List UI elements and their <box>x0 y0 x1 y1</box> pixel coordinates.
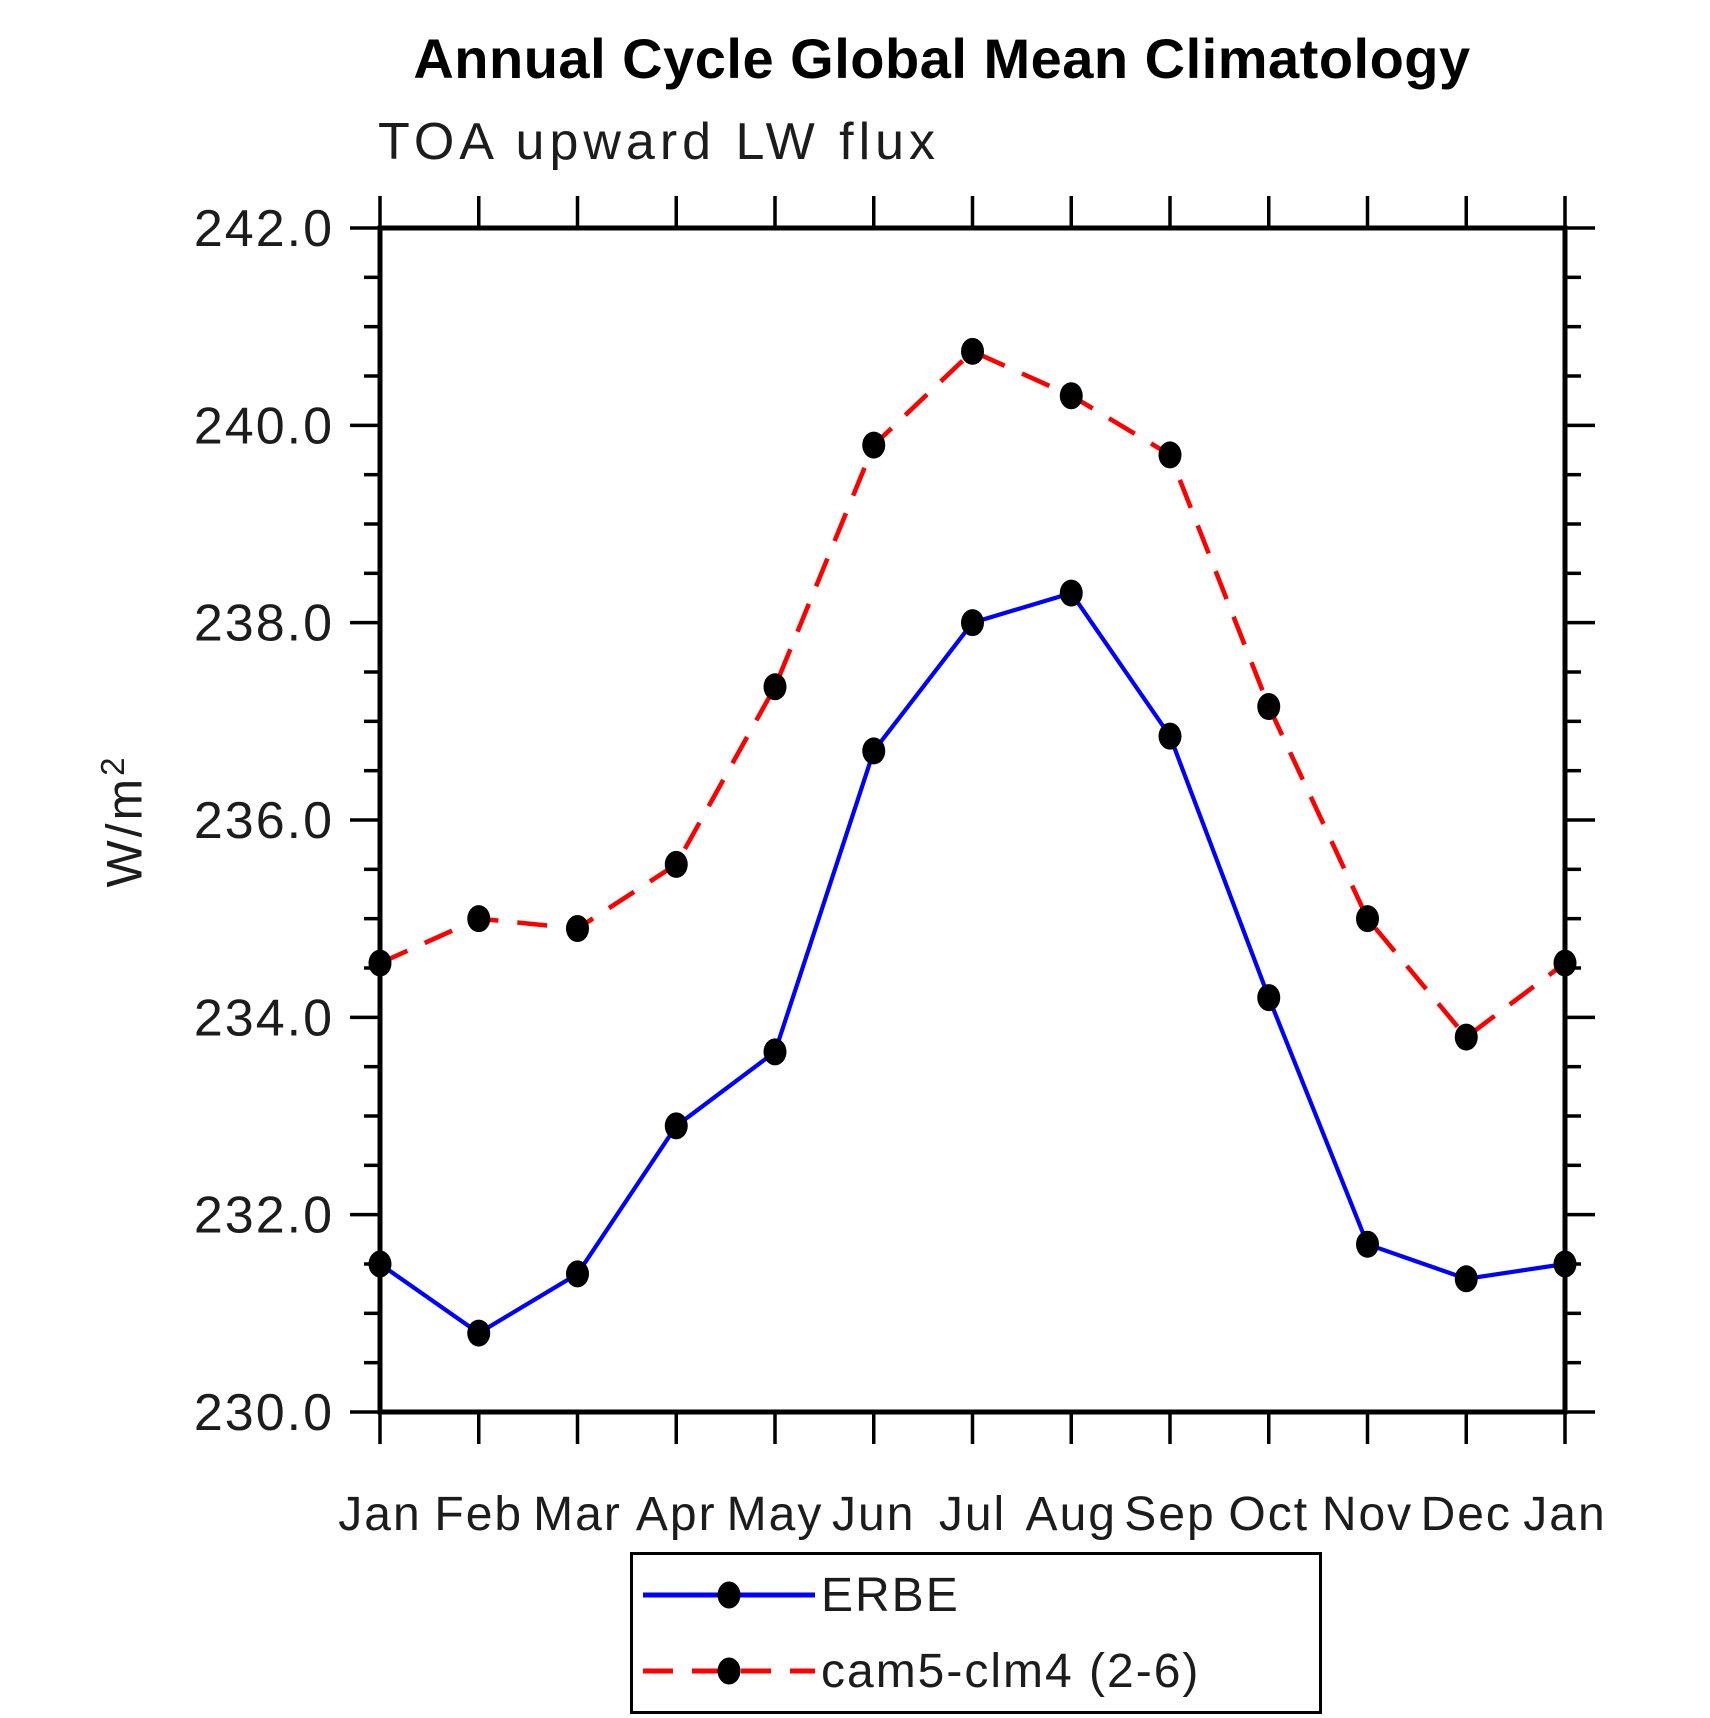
y-tick-label: 230.0 <box>194 1384 334 1442</box>
series-ERBE <box>368 579 1577 1347</box>
data-marker <box>763 1038 787 1066</box>
data-marker <box>1257 984 1281 1012</box>
legend-sample-marker <box>717 1581 741 1609</box>
data-marker <box>763 673 787 701</box>
x-tick-label: Mar <box>533 1488 622 1541</box>
erbe-line-sample <box>643 1581 815 1609</box>
data-marker <box>368 949 392 977</box>
legend-label-erbe: ERBE <box>821 1568 960 1622</box>
chart-title: Annual Cycle Global Mean Climatology <box>413 27 1471 90</box>
y-tick-label: 240.0 <box>194 397 334 455</box>
chart-subtitle: TOA upward LW flux <box>378 113 941 171</box>
x-tick-label: Apr <box>636 1488 717 1541</box>
legend-label-cam5: cam5-clm4 (2-6) <box>821 1644 1201 1698</box>
x-tick-label: Sep <box>1124 1488 1215 1541</box>
data-marker <box>1454 1265 1478 1293</box>
data-marker <box>467 905 491 933</box>
data-marker <box>1158 722 1182 750</box>
data-marker <box>1553 1250 1577 1278</box>
data-marker <box>1158 441 1182 469</box>
data-marker <box>1356 1230 1379 1258</box>
x-tick-label: Jan <box>338 1488 421 1541</box>
x-tick-label: Nov <box>1322 1488 1413 1541</box>
legend-item-cam5: cam5-clm4 (2-6) <box>639 1633 1319 1709</box>
cam5-line-sample <box>643 1657 815 1685</box>
data-marker <box>1553 949 1577 977</box>
x-axis: Jan Feb Mar Apr May Jun Jul Aug Sep Oct Nov Dec Jan <box>338 196 1606 1541</box>
series-line-1 <box>379 348 1567 1041</box>
data-marker <box>1059 382 1083 410</box>
legend-item-erbe: ERBE <box>639 1557 1319 1633</box>
data-marker <box>862 431 886 459</box>
y-tick-label: 242.0 <box>194 200 334 258</box>
data-marker <box>566 1260 589 1288</box>
data-marker <box>961 337 984 365</box>
x-tick-label: May <box>727 1488 824 1541</box>
x-tick-label: Dec <box>1421 1488 1512 1541</box>
y-tick-label: 234.0 <box>194 989 334 1047</box>
y-tick-label: 238.0 <box>194 595 334 653</box>
legend: ERBE cam5-clm4 (2-6) <box>630 1552 1322 1714</box>
data-marker <box>961 609 984 637</box>
series-cam5-clm4 (2-6) <box>368 337 1577 1051</box>
x-tick-label: Feb <box>434 1488 523 1541</box>
data-marker <box>1257 693 1281 721</box>
data-marker <box>862 737 886 765</box>
y-tick-label: 236.0 <box>194 792 334 850</box>
data-marker <box>566 915 589 943</box>
data-marker <box>368 1250 392 1278</box>
x-tick-label: Aug <box>1026 1488 1117 1541</box>
data-marker <box>1356 905 1379 933</box>
y-tick-label: 232.0 <box>194 1187 334 1245</box>
x-tick-label: Oct <box>1228 1488 1309 1541</box>
data-marker <box>467 1319 491 1347</box>
x-tick-label: Jul <box>939 1488 1006 1541</box>
data-marker <box>664 1112 688 1140</box>
data-marker <box>664 850 688 878</box>
data-marker <box>1454 1023 1478 1051</box>
x-tick-label: Jun <box>832 1488 915 1541</box>
y-axis: 242.0 240.0 238.0 236.0 234.0 232.0 230.0 <box>194 200 1595 1442</box>
plot-frame <box>377 225 1568 1415</box>
series-line-0 <box>378 590 1566 1336</box>
x-tick-label: Jan <box>1523 1488 1606 1541</box>
data-marker <box>1059 579 1083 607</box>
legend-sample-marker <box>717 1657 741 1685</box>
